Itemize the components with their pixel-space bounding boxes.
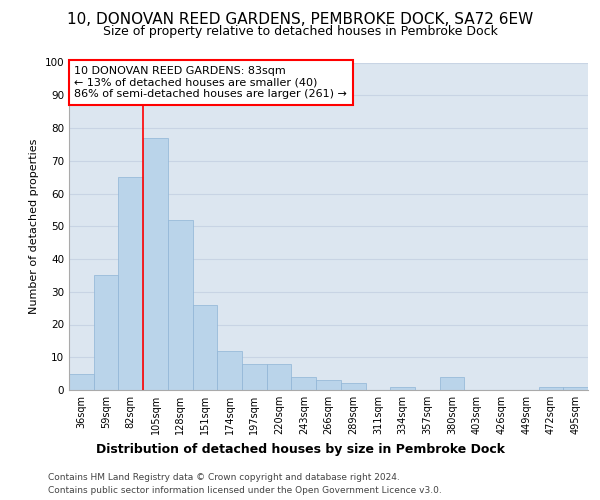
Bar [69, 374, 94, 390]
Text: Contains public sector information licensed under the Open Government Licence v3: Contains public sector information licen… [48, 486, 442, 495]
Bar [94, 276, 118, 390]
Bar [316, 380, 341, 390]
Bar [242, 364, 267, 390]
Bar [440, 377, 464, 390]
Bar [118, 177, 143, 390]
Bar [390, 386, 415, 390]
Text: Contains HM Land Registry data © Crown copyright and database right 2024.: Contains HM Land Registry data © Crown c… [48, 472, 400, 482]
Bar [563, 386, 588, 390]
Text: Distribution of detached houses by size in Pembroke Dock: Distribution of detached houses by size … [95, 442, 505, 456]
Text: 10 DONOVAN REED GARDENS: 83sqm
← 13% of detached houses are smaller (40)
86% of : 10 DONOVAN REED GARDENS: 83sqm ← 13% of … [74, 66, 347, 99]
Text: 10, DONOVAN REED GARDENS, PEMBROKE DOCK, SA72 6EW: 10, DONOVAN REED GARDENS, PEMBROKE DOCK,… [67, 12, 533, 28]
Bar [292, 377, 316, 390]
Bar [267, 364, 292, 390]
Y-axis label: Number of detached properties: Number of detached properties [29, 138, 39, 314]
Bar [168, 220, 193, 390]
Text: Size of property relative to detached houses in Pembroke Dock: Size of property relative to detached ho… [103, 25, 497, 38]
Bar [217, 350, 242, 390]
Bar [143, 138, 168, 390]
Bar [193, 305, 217, 390]
Bar [539, 386, 563, 390]
Bar [341, 384, 365, 390]
